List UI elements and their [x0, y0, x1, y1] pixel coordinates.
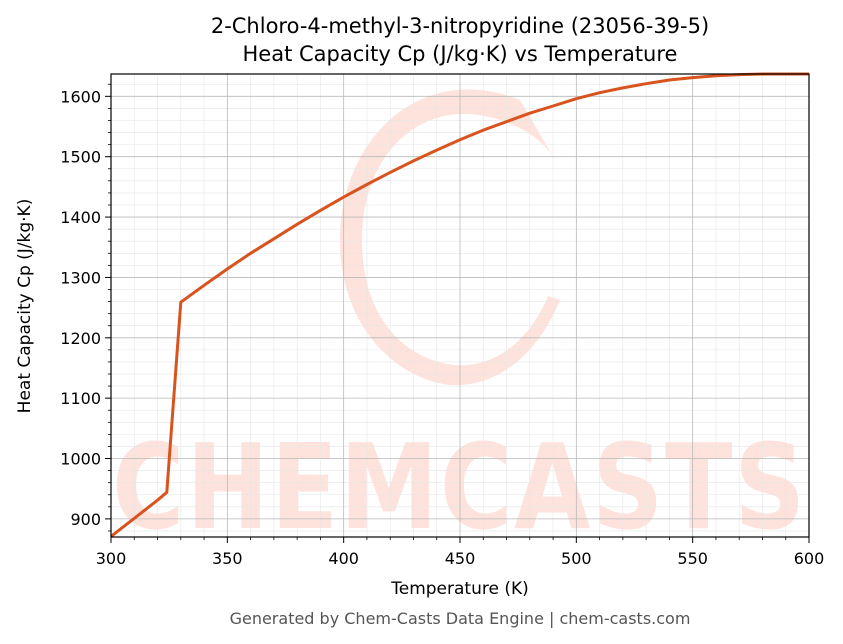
y-tick-label: 1000	[60, 450, 101, 469]
y-tick-label: 1300	[60, 268, 101, 287]
x-tick-label: 300	[96, 549, 127, 568]
watermark-text: CHEMCASTS	[112, 418, 807, 556]
x-axis: 300 350 400 450 500 550 600	[96, 537, 825, 568]
footer-credit: Generated by Chem-Casts Data Engine | ch…	[230, 609, 691, 628]
x-tick-label: 350	[212, 549, 243, 568]
y-tick-label: 1500	[60, 148, 101, 167]
x-tick-label: 600	[794, 549, 825, 568]
x-tick-label: 450	[445, 549, 476, 568]
y-tick-label: 1600	[60, 87, 101, 106]
series-line	[110, 72, 809, 538]
y-tick-label: 900	[70, 510, 101, 529]
y-axis-label: Heat Capacity Cp (J/kg·K)	[15, 199, 35, 414]
chart-subtitle: Heat Capacity Cp (J/kg·K) vs Temperature	[243, 42, 678, 66]
x-tick-label: 400	[328, 549, 359, 568]
x-axis-label: Temperature (K)	[390, 579, 529, 599]
y-tick-label: 1200	[60, 329, 101, 348]
chart-title: 2-Chloro-4-methyl-3-nitropyridine (23056…	[211, 14, 709, 38]
x-tick-label: 550	[677, 549, 708, 568]
y-tick-label: 1100	[60, 389, 101, 408]
y-tick-label: 1400	[60, 208, 101, 227]
y-axis: 900 1000 1100 1200 1300 1400 1500 1600	[60, 83, 111, 532]
x-tick-label: 500	[561, 549, 592, 568]
